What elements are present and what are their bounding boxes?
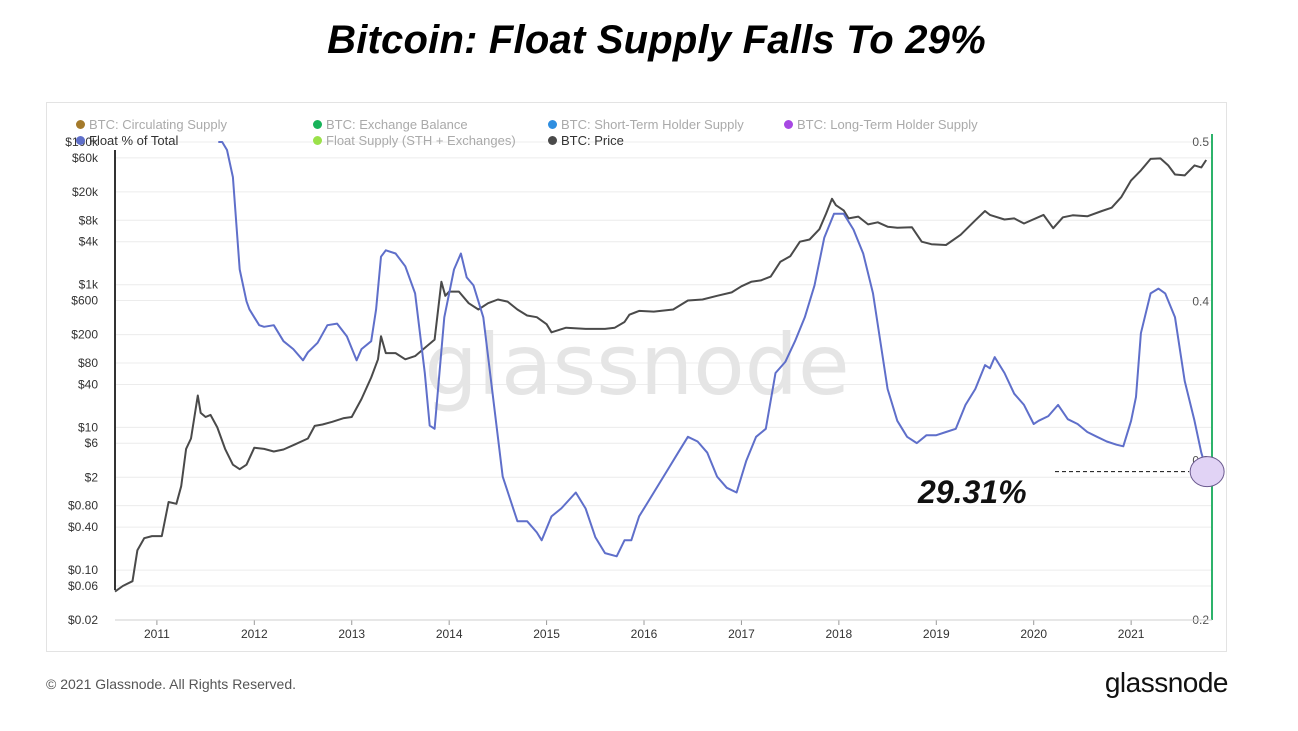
x-tick-label: 2012 — [241, 627, 268, 641]
y-left-tick-label: $1k — [79, 278, 99, 292]
y-left-tick-label: $600 — [71, 294, 98, 308]
footer-logo: glassnode — [1104, 667, 1229, 698]
watermark: glassnode — [424, 316, 849, 414]
x-tick-label: 2021 — [1118, 627, 1145, 641]
callout-value: 29.31% — [918, 474, 1027, 510]
float-pct-series-line — [218, 141, 1209, 558]
y-left-tick-label: $0.02 — [68, 613, 98, 627]
x-tick-label: 2018 — [826, 627, 853, 641]
y-left-tick-label: $0.40 — [68, 520, 98, 534]
x-tick-label: 2011 — [144, 627, 170, 641]
y-left-tick-label: $0.80 — [68, 499, 98, 513]
x-tick-label: 2017 — [728, 627, 755, 641]
y-right-tick-label: 0.5 — [1192, 135, 1209, 149]
chart-title: Bitcoin: Float Supply Falls To 29% — [327, 18, 986, 62]
chart-frame — [46, 102, 1227, 652]
y-left-tick-label: $40 — [78, 377, 98, 391]
y-left-tick-label: $60k — [72, 151, 99, 165]
y-left-tick-label: $8k — [79, 213, 99, 227]
y-left-tick-label: $80 — [78, 356, 98, 370]
y-left-tick-label: $2 — [85, 470, 99, 484]
x-tick-label: 2013 — [338, 627, 365, 641]
x-tick-label: 2015 — [533, 627, 560, 641]
x-tick-label: 2020 — [1020, 627, 1047, 641]
y-left-tick-label: $6 — [85, 436, 99, 450]
y-left-tick-label: $0.06 — [68, 579, 98, 593]
x-tick-label: 2014 — [436, 627, 463, 641]
callout-marker — [1189, 456, 1225, 488]
x-tick-label: 2016 — [631, 627, 658, 641]
y-left-tick-label: $10 — [78, 420, 98, 434]
y-left-tick-label: $0.10 — [68, 563, 98, 577]
y-left-tick-label: $20k — [72, 185, 99, 199]
y-left-tick-label: $100k — [65, 135, 99, 149]
footer-copyright: © 2021 Glassnode. All Rights Reserved. — [46, 676, 297, 692]
y-right-tick-label: 0.4 — [1192, 294, 1209, 308]
x-tick-label: 2019 — [923, 627, 950, 641]
y-left-tick-label: $200 — [71, 328, 98, 342]
y-left-tick-label: $4k — [79, 235, 99, 249]
price-series-line — [114, 157, 1208, 593]
